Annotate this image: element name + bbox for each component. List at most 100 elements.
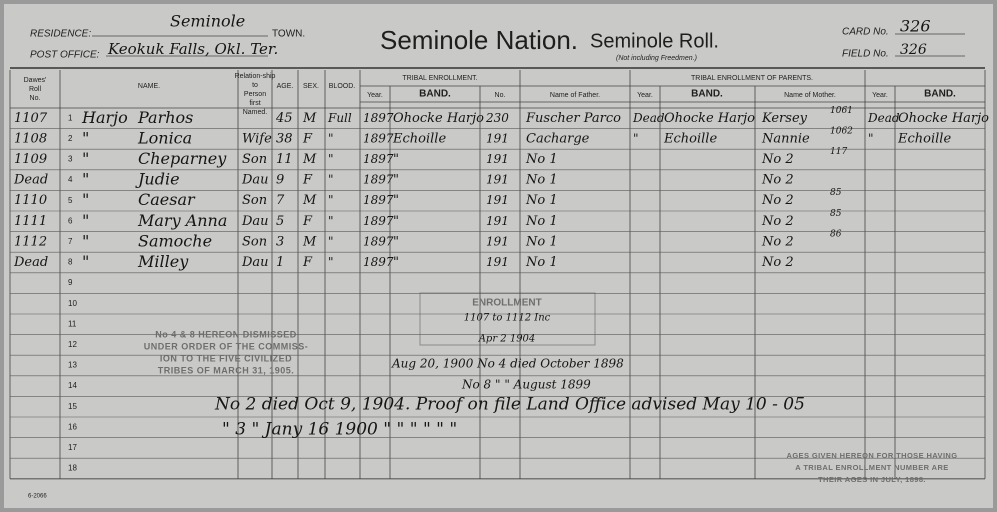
dismissed-stamp: UNDER ORDER OF THE COMMISS- — [144, 341, 309, 351]
ages-note: A TRIBAL ENROLLMENT NUMBER ARE — [795, 463, 948, 472]
cell-mother: No 2 — [761, 152, 794, 167]
cell-sex: M — [302, 152, 317, 167]
cell-blood: " — [328, 214, 334, 228]
cell-surname: " — [82, 211, 89, 230]
cell-band: " — [393, 255, 399, 270]
cell-age: 7 — [276, 193, 285, 208]
subnote: (Not including Freedmen.) — [616, 55, 697, 62]
cell-name: Parhos — [137, 108, 193, 127]
cell-age: 1 — [276, 255, 284, 270]
subtitle: Seminole Roll. — [590, 30, 719, 52]
row-number: 10 — [68, 299, 77, 308]
cell-name: Judie — [135, 170, 180, 189]
row-number: 8 — [68, 258, 73, 267]
cell-father: No 1 — [525, 234, 558, 249]
cell-band: " — [393, 193, 399, 208]
column-header: Year. — [367, 92, 383, 99]
cell-dawes: 1110 — [14, 193, 47, 208]
cell-sex: M — [302, 193, 317, 208]
cell-sex: F — [302, 214, 313, 229]
card-background — [4, 4, 993, 508]
card-label: CARD No. — [842, 27, 889, 38]
handwritten-note: No 8 " " August 1899 — [461, 378, 591, 392]
cell-band: " — [393, 173, 399, 188]
cell-relationship: Son — [242, 193, 267, 208]
enrollment-range: 1107 to 1112 Inc — [464, 313, 551, 324]
cell-name: Samoche — [138, 231, 212, 250]
row-number: 9 — [68, 278, 73, 287]
cell-band: " — [393, 152, 399, 167]
cell-mother-band: Ohocke Harjo — [898, 111, 989, 126]
title: Seminole Nation. — [380, 25, 578, 55]
cell-father-band: Echoille — [663, 131, 717, 146]
cell-surname: " — [82, 190, 89, 209]
cell-dawes: 1108 — [14, 131, 47, 146]
cell-no: 191 — [486, 193, 509, 207]
cell-mother-note: 85 — [830, 188, 842, 198]
cell-blood: " — [328, 152, 334, 166]
post-office: Keokuk Falls, Okl. Ter. — [107, 40, 278, 58]
row-number: 6 — [68, 216, 73, 225]
cell-surname: " — [82, 128, 89, 147]
column-header: No. — [495, 92, 506, 99]
cell-no: 191 — [486, 214, 509, 228]
cell-blood: " — [328, 255, 334, 269]
cell-dawes: 1109 — [14, 152, 47, 167]
enrollment-stamp: ENROLLMENT — [472, 298, 541, 309]
row-number: 14 — [68, 381, 77, 390]
cell-relationship: Dau — [241, 214, 269, 229]
column-header: NAME. — [138, 83, 160, 90]
cell-mother-band: Echoille — [897, 131, 951, 146]
cell-mother-note: 117 — [830, 147, 847, 157]
cell-age: 45 — [275, 111, 293, 126]
cell-blood: " — [328, 234, 334, 248]
cell-no: 230 — [485, 111, 509, 125]
dismissed-stamp: ION TO THE FIVE CIVILIZED — [160, 353, 292, 363]
handwritten-note: " 3 " Jany 16 1900 " " " " " " — [222, 420, 457, 440]
cell-relationship: Wife — [242, 131, 272, 146]
cell-mother: No 2 — [761, 214, 794, 229]
town-label: TOWN. — [272, 29, 305, 40]
cell-no: 191 — [486, 255, 509, 269]
cell-father-band: Ohocke Harjo — [664, 111, 755, 126]
post-office-label: POST OFFICE: — [30, 50, 100, 61]
cell-year: 1897 — [363, 111, 394, 125]
cell-mother: No 2 — [761, 255, 794, 270]
cell-no: 191 — [486, 152, 509, 166]
cell-age: 9 — [276, 173, 284, 188]
cell-father-year: " — [633, 131, 639, 145]
cell-mother-year: " — [868, 131, 874, 145]
residence: Seminole — [170, 12, 245, 31]
cell-relationship: Dau — [241, 173, 269, 188]
enrollment-date: Apr 2 1904 — [478, 334, 536, 345]
cell-mother-year: Dead — [867, 111, 900, 125]
column-header: Name of Mother. — [784, 92, 836, 99]
cell-year: 1897 — [363, 131, 394, 145]
row-number: 1 — [68, 113, 73, 122]
cell-year: 1897 — [363, 214, 394, 228]
cell-relationship: Dau — [241, 255, 269, 270]
cell-age: 5 — [276, 214, 284, 229]
enrollment-stamp-box — [419, 292, 596, 346]
column-header: Name of Father. — [550, 92, 600, 99]
column-header: TRIBAL ENROLLMENT OF PARENTS. — [691, 75, 813, 82]
row-number: 18 — [68, 464, 77, 473]
column-header: SEX. — [303, 83, 319, 90]
dismissed-stamp: TRIBES OF MARCH 31, 1905. — [158, 365, 295, 375]
cell-dawes: Dead — [13, 173, 48, 188]
cell-father-year: Dead — [632, 111, 665, 125]
cell-surname: " — [82, 170, 89, 189]
cell-dawes: Dead — [13, 255, 48, 270]
column-header: BAND. — [691, 89, 723, 100]
cell-father: No 1 — [525, 255, 558, 270]
cell-surname: " — [82, 252, 89, 271]
cell-sex: M — [302, 234, 317, 249]
row-number: 3 — [68, 155, 73, 164]
cell-sex: F — [302, 173, 313, 188]
cell-sex: M — [302, 111, 317, 126]
cell-father: Cacharge — [526, 131, 590, 146]
field-no: 326 — [900, 42, 927, 58]
cell-name: Lonica — [137, 128, 192, 147]
cell-mother: Nannie — [761, 131, 810, 146]
column-header: AGE. — [277, 83, 294, 90]
